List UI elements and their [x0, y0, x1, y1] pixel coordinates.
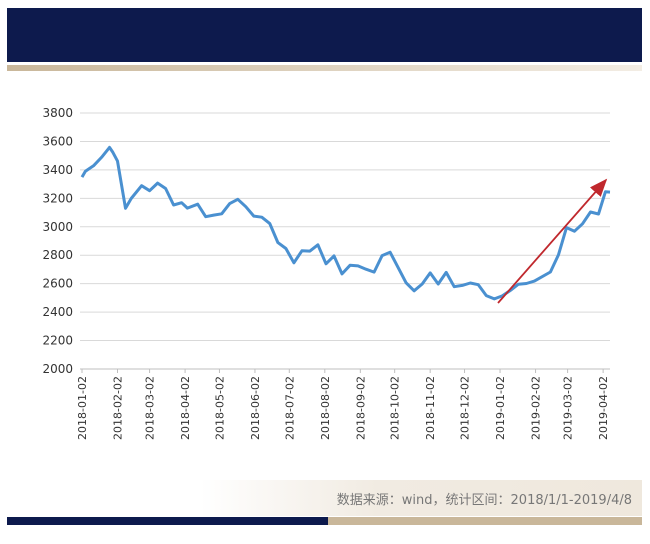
- x-tick-label: 2018-03-02: [144, 376, 157, 440]
- x-tick-label: 2018-09-02: [354, 376, 367, 440]
- x-tick-label: 2018-10-02: [389, 376, 402, 440]
- footer-band: [200, 480, 642, 516]
- y-tick-label: 2200: [42, 334, 73, 348]
- y-tick-label: 3000: [42, 220, 73, 234]
- footer-bar-tan: [328, 517, 642, 525]
- x-tick-label: 2018-11-02: [424, 376, 437, 440]
- x-tick-label: 2018-07-02: [283, 376, 296, 440]
- footer-bar-dark: [7, 517, 328, 525]
- y-tick-label: 3600: [42, 134, 73, 148]
- x-tick-label: 2018-06-02: [249, 376, 262, 440]
- y-tick-label: 3400: [42, 163, 73, 177]
- x-tick-label: 2018-04-02: [179, 376, 192, 440]
- x-tick-label: 2018-08-02: [319, 376, 332, 440]
- y-tick-label: 2600: [42, 277, 73, 291]
- plot-area: 2000 2200 2400 2600 2800 3000 3200 3400 3600 3800…: [42, 106, 610, 440]
- x-tick-label: 2019-03-02: [562, 376, 575, 440]
- trend-arrow: [497, 178, 608, 304]
- x-tick-label: 2018-12-02: [459, 376, 472, 440]
- x-tick-label: 2019-01-02: [494, 376, 507, 440]
- header-stripe: [7, 65, 642, 71]
- header-banner: [7, 8, 642, 62]
- y-tick-label: 2800: [42, 248, 73, 262]
- y-tick-label: 2400: [42, 305, 73, 319]
- source-note: 数据来源：wind，统计区间：2018/1/1-2019/4/8: [337, 493, 632, 508]
- x-tick-label: 2018-02-02: [112, 376, 125, 440]
- y-tick-label: 2000: [42, 362, 73, 376]
- y-tick-label: 3200: [42, 191, 73, 205]
- x-tick-label: 2019-04-02: [597, 376, 610, 440]
- y-tick-label: 3800: [42, 106, 73, 120]
- x-tick-label: 2019-02-02: [530, 376, 543, 440]
- x-tick-label: 2018-05-02: [213, 376, 226, 440]
- x-tick-label: 2018-01-02: [76, 376, 89, 440]
- price-line: [80, 145, 611, 301]
